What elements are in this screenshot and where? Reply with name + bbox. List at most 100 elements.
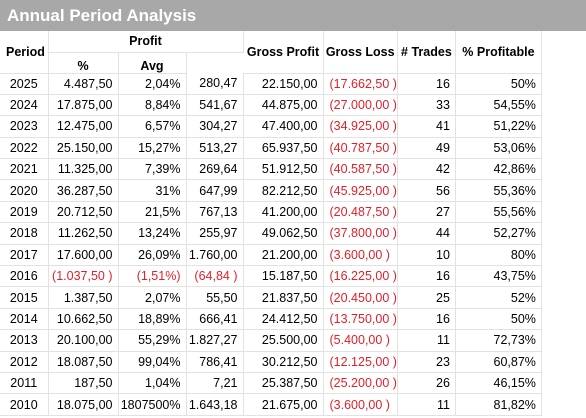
cell-gross-profit: 25.500,00 xyxy=(243,329,324,352)
cell-profit: (1.037,50 ) xyxy=(48,265,119,288)
cell-gross-loss: (3.600,00 ) xyxy=(323,393,398,416)
cell-pct-profitable: 50% xyxy=(455,308,542,331)
cell-gross-loss: (34.925,00 ) xyxy=(323,115,398,138)
cell-pct-profitable: 52,27% xyxy=(455,222,542,245)
cell-pct-profitable: 43,75% xyxy=(455,265,542,288)
cell-profit-pct: 15,27% xyxy=(118,137,187,160)
cell-gross-profit: 44.875,00 xyxy=(243,94,324,117)
cell-gross-profit: 82.212,50 xyxy=(243,179,324,202)
cell-profit-pct: 8,84% xyxy=(118,94,187,117)
table-row: 2018 11.262,50 13,24% 255,97 49.062,50 (37.80… xyxy=(0,222,542,245)
cell-profit-pct: 1807500% xyxy=(118,393,187,416)
cell-pct-profitable: 60,87% xyxy=(455,351,542,373)
cell-gross-loss: (3.600,00 ) xyxy=(323,244,398,267)
cell-period: 2016 xyxy=(0,265,49,288)
cell-profit: 17.600,00 xyxy=(48,244,119,267)
cell-profit-pct: 13,24% xyxy=(118,222,187,245)
cell-profit-pct: 21,5% xyxy=(118,201,187,224)
cell-gross-loss: (40.787,50 ) xyxy=(323,137,398,160)
cell-period: 2023 xyxy=(0,115,49,138)
cell-profit: 18.087,50 xyxy=(48,351,119,373)
cell-profit: 18.075,00 xyxy=(48,393,119,416)
cell-profit-avg: 541,67 xyxy=(186,94,244,117)
cell-period: 2010 xyxy=(0,393,49,416)
cell-trades: 10 xyxy=(397,244,456,267)
cell-pct-profitable: 50% xyxy=(455,73,542,95)
header-trades: # Trades xyxy=(397,31,456,74)
cell-profit-pct: 26,09% xyxy=(118,244,187,267)
cell-trades: 23 xyxy=(397,351,456,373)
cell-pct-profitable: 54,55% xyxy=(455,94,542,117)
cell-profit-pct: 99,04% xyxy=(118,351,187,373)
cell-period: 2018 xyxy=(0,222,49,245)
cell-gross-profit: 65.937,50 xyxy=(243,137,324,160)
report-title: Annual Period Analysis xyxy=(0,0,586,31)
table-row: 2012 18.087,50 99,04% 786,41 30.212,50 (12.12… xyxy=(0,351,542,373)
table-row: 2017 17.600,00 26,09% 1.760,00 21.200,00 (3.6… xyxy=(0,244,542,267)
cell-profit-pct: 1,04% xyxy=(118,372,187,395)
cell-gross-profit: 49.062,50 xyxy=(243,222,324,245)
cell-profit-pct: 2,04% xyxy=(118,73,187,95)
table-row: 2021 11.325,00 7,39% 269,64 51.912,50 (40.587… xyxy=(0,158,542,181)
cell-gross-loss: (37.800,00 ) xyxy=(323,222,398,245)
cell-profit-avg: 280,47 xyxy=(186,73,244,95)
cell-gross-loss: (20.450,00 ) xyxy=(323,286,398,309)
table-row: 2011 187,50 1,04% 7,21 25.387,50 (25.200,00 )… xyxy=(0,372,542,395)
cell-profit-avg: 269,64 xyxy=(186,158,244,181)
table-row: 2014 10.662,50 18,89% 666,41 24.412,50 (13.75… xyxy=(0,308,542,331)
cell-gross-profit: 25.387,50 xyxy=(243,372,324,395)
cell-pct-profitable: 55,36% xyxy=(455,179,542,202)
cell-profit-avg: 55,50 xyxy=(186,286,244,309)
cell-profit: 17.875,00 xyxy=(48,94,119,117)
cell-profit: 11.325,00 xyxy=(48,158,119,181)
cell-period: 2025 xyxy=(0,73,49,95)
cell-profit: 10.662,50 xyxy=(48,308,119,331)
cell-pct-profitable: 52% xyxy=(455,286,542,309)
cell-gross-profit: 22.150,00 xyxy=(243,73,324,95)
table-row: 2023 12.475,00 6,57% 304,27 47.400,00 (34.925… xyxy=(0,115,542,138)
cell-profit-avg: 304,27 xyxy=(186,115,244,138)
cell-profit-avg: 647,99 xyxy=(186,179,244,202)
table-body: 2025 4.487,50 2,04% 280,47 22.150,00 (17.662,… xyxy=(0,73,542,416)
cell-gross-profit: 21.837,50 xyxy=(243,286,324,309)
cell-pct-profitable: 42,86% xyxy=(455,158,542,181)
cell-period: 2015 xyxy=(0,286,49,309)
cell-period: 2019 xyxy=(0,201,49,224)
cell-gross-loss: (17.662,50 ) xyxy=(323,73,398,95)
cell-profit: 12.475,00 xyxy=(48,115,119,138)
header-profit-pct: % xyxy=(48,52,119,74)
header-profit: Profit xyxy=(48,31,244,53)
cell-trades: 16 xyxy=(397,73,456,95)
cell-profit: 1.387,50 xyxy=(48,286,119,309)
cell-trades: 27 xyxy=(397,201,456,224)
cell-profit-pct: 6,57% xyxy=(118,115,187,138)
table-row: 2010 18.075,00 1807500% 1.643,18 21.675,00 (3… xyxy=(0,393,542,416)
cell-gross-loss: (45.925,00 ) xyxy=(323,179,398,202)
cell-gross-loss: (20.487,50 ) xyxy=(323,201,398,224)
cell-gross-profit: 51.912,50 xyxy=(243,158,324,181)
table-row: 2024 17.875,00 8,84% 541,67 44.875,00 (27.000… xyxy=(0,94,542,117)
cell-profit-pct: 7,39% xyxy=(118,158,187,181)
cell-gross-profit: 47.400,00 xyxy=(243,115,324,138)
cell-profit: 20.100,00 xyxy=(48,329,119,352)
cell-trades: 49 xyxy=(397,137,456,160)
cell-period: 2024 xyxy=(0,94,49,117)
cell-period: 2014 xyxy=(0,308,49,331)
cell-profit: 25.150,00 xyxy=(48,137,119,160)
table-row: 2013 20.100,00 55,29% 1.827,27 25.500,00 (5.4… xyxy=(0,329,542,352)
cell-profit-avg: 255,97 xyxy=(186,222,244,245)
table-row: 2020 36.287,50 31% 647,99 82.212,50 (45.925,0… xyxy=(0,179,542,202)
cell-trades: 25 xyxy=(397,286,456,309)
cell-pct-profitable: 81,82% xyxy=(455,393,542,416)
cell-pct-profitable: 80% xyxy=(455,244,542,267)
cell-profit-avg: 7,21 xyxy=(186,372,244,395)
cell-period: 2021 xyxy=(0,158,49,181)
cell-pct-profitable: 53,06% xyxy=(455,137,542,160)
cell-trades: 44 xyxy=(397,222,456,245)
cell-period: 2011 xyxy=(0,372,49,395)
header-profit-avg: Avg xyxy=(118,52,187,74)
cell-gross-profit: 30.212,50 xyxy=(243,351,324,373)
cell-trades: 11 xyxy=(397,393,456,416)
cell-trades: 11 xyxy=(397,329,456,352)
cell-profit: 20.712,50 xyxy=(48,201,119,224)
